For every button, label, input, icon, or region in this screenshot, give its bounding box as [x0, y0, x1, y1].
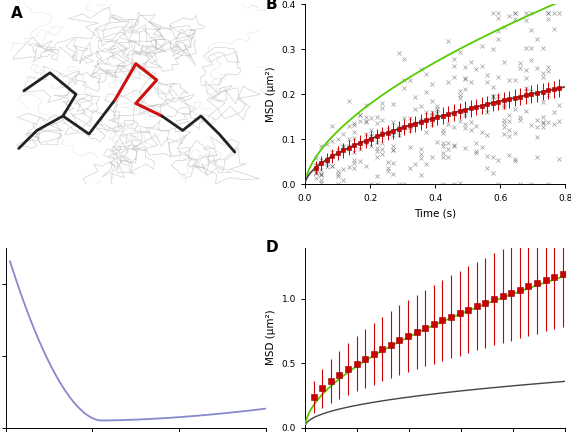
- Text: A: A: [11, 6, 23, 21]
- X-axis label: Time (s): Time (s): [414, 208, 456, 218]
- Y-axis label: MSD (μm²): MSD (μm²): [266, 310, 276, 365]
- Text: B: B: [266, 0, 278, 12]
- Y-axis label: MSD (μm²): MSD (μm²): [266, 67, 276, 122]
- Text: D: D: [266, 240, 279, 255]
